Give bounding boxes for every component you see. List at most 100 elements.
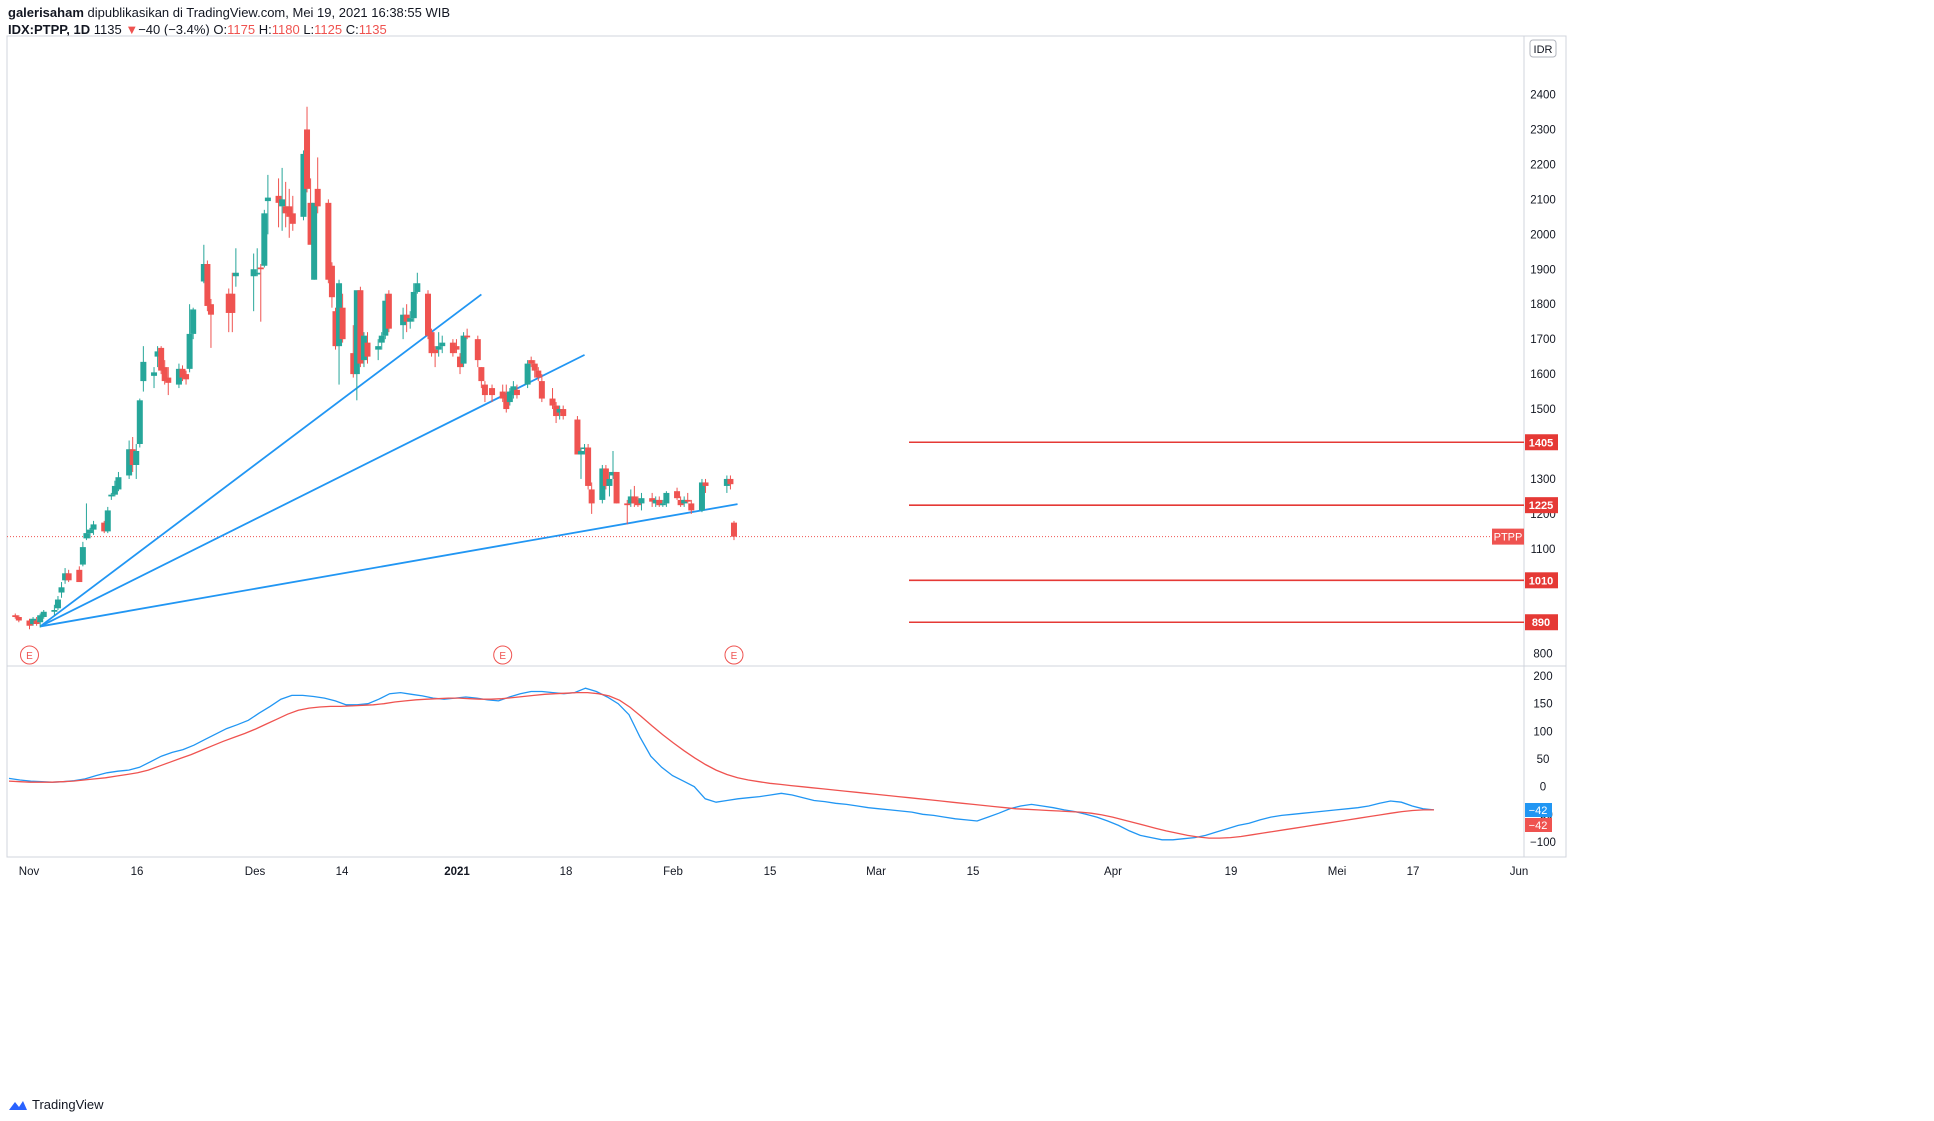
- candle-down[interactable]: [403, 314, 410, 322]
- earnings-event-icon[interactable]: [724, 645, 744, 665]
- candle-up[interactable]: [382, 300, 389, 336]
- candle-down[interactable]: [229, 293, 236, 313]
- candle-down[interactable]: [424, 293, 431, 336]
- candle-down[interactable]: [325, 202, 332, 280]
- candle-down[interactable]: [357, 290, 364, 364]
- candle-down[interactable]: [101, 522, 108, 532]
- candle-down[interactable]: [531, 363, 538, 371]
- candle-up[interactable]: [40, 611, 47, 618]
- candle-down[interactable]: [513, 389, 520, 396]
- candle-down[interactable]: [314, 188, 321, 207]
- earnings-event-icon[interactable]: [20, 645, 39, 665]
- candle-up[interactable]: [375, 346, 382, 350]
- candle-down[interactable]: [634, 499, 641, 506]
- candle-up[interactable]: [261, 213, 268, 266]
- candle-up[interactable]: [104, 510, 111, 532]
- candle-down[interactable]: [489, 388, 496, 396]
- candle-up[interactable]: [254, 272, 261, 275]
- candle-up[interactable]: [400, 314, 407, 326]
- candle-up[interactable]: [606, 478, 613, 486]
- candle-up[interactable]: [133, 450, 140, 465]
- candle-down[interactable]: [350, 353, 357, 375]
- candle-down[interactable]: [432, 349, 439, 354]
- candle-down[interactable]: [613, 471, 620, 504]
- candle-down[interactable]: [727, 478, 734, 485]
- candle-up[interactable]: [30, 618, 37, 624]
- candle-up[interactable]: [126, 449, 133, 476]
- candle-up[interactable]: [90, 524, 97, 530]
- candle-down[interactable]: [528, 360, 535, 364]
- candle-up[interactable]: [151, 372, 158, 376]
- candle-down[interactable]: [304, 129, 311, 189]
- candle-down[interactable]: [481, 384, 488, 396]
- candle-up[interactable]: [186, 333, 193, 369]
- candle-up[interactable]: [200, 264, 207, 282]
- candle-down[interactable]: [499, 391, 506, 399]
- candle-up[interactable]: [136, 400, 143, 444]
- candle-up[interactable]: [378, 335, 385, 343]
- candle-up[interactable]: [58, 587, 65, 593]
- candle-down[interactable]: [677, 499, 684, 506]
- candle-up[interactable]: [62, 573, 69, 581]
- candle-down[interactable]: [730, 522, 737, 537]
- candle-down[interactable]: [588, 489, 595, 504]
- candle-down[interactable]: [204, 264, 211, 306]
- candle-down[interactable]: [307, 202, 314, 245]
- candle-down[interactable]: [275, 195, 282, 203]
- candle-up[interactable]: [140, 361, 147, 382]
- candle-up[interactable]: [663, 492, 670, 504]
- candle-up[interactable]: [54, 599, 61, 609]
- candle-up[interactable]: [115, 477, 122, 490]
- candle-down[interactable]: [385, 293, 392, 329]
- candle-up[interactable]: [506, 391, 513, 403]
- candle-up[interactable]: [232, 272, 239, 277]
- candle-down[interactable]: [702, 482, 709, 486]
- candle-up[interactable]: [410, 291, 417, 319]
- candle-up[interactable]: [190, 309, 197, 334]
- candle-down[interactable]: [328, 265, 335, 298]
- candle-down[interactable]: [282, 206, 289, 214]
- trendline[interactable]: [40, 503, 738, 628]
- candle-down[interactable]: [286, 206, 293, 217]
- candle-down[interactable]: [631, 496, 638, 504]
- candle-up[interactable]: [524, 363, 531, 385]
- candle-up[interactable]: [435, 346, 442, 350]
- candle-up[interactable]: [577, 450, 584, 455]
- candle-down[interactable]: [649, 498, 656, 502]
- candle-up[interactable]: [652, 499, 659, 504]
- candle-up[interactable]: [83, 533, 90, 539]
- candle-down[interactable]: [179, 368, 186, 378]
- candle-down[interactable]: [165, 377, 172, 383]
- candle-up[interactable]: [175, 368, 182, 385]
- candle-down[interactable]: [453, 346, 460, 350]
- candle-up[interactable]: [111, 485, 118, 495]
- candle-up[interactable]: [510, 386, 517, 396]
- candle-down[interactable]: [549, 398, 556, 406]
- candle-down[interactable]: [364, 342, 371, 357]
- candle-down[interactable]: [257, 267, 264, 270]
- candle-down[interactable]: [674, 491, 681, 499]
- candle-down[interactable]: [585, 447, 592, 486]
- candle-down[interactable]: [602, 468, 609, 486]
- candle-up[interactable]: [311, 202, 318, 280]
- candle-down[interactable]: [129, 449, 136, 465]
- candle-down[interactable]: [207, 304, 214, 315]
- candle-up[interactable]: [79, 547, 86, 565]
- candle-down[interactable]: [478, 367, 485, 382]
- candle-up[interactable]: [627, 496, 634, 504]
- candle-up[interactable]: [460, 335, 467, 364]
- trendline[interactable]: [39, 293, 482, 628]
- candle-up[interactable]: [556, 409, 563, 413]
- earnings-event-icon[interactable]: [493, 645, 513, 665]
- candle-up[interactable]: [279, 199, 286, 207]
- trendline[interactable]: [39, 354, 585, 628]
- candle-up[interactable]: [439, 342, 446, 347]
- candle-down[interactable]: [538, 381, 545, 399]
- candle-up[interactable]: [698, 482, 705, 511]
- candle-down[interactable]: [449, 342, 456, 354]
- candle-down[interactable]: [457, 356, 464, 368]
- candle-up[interactable]: [86, 529, 93, 534]
- candle-up[interactable]: [250, 269, 257, 277]
- candle-down[interactable]: [464, 335, 471, 338]
- candle-down[interactable]: [688, 503, 695, 511]
